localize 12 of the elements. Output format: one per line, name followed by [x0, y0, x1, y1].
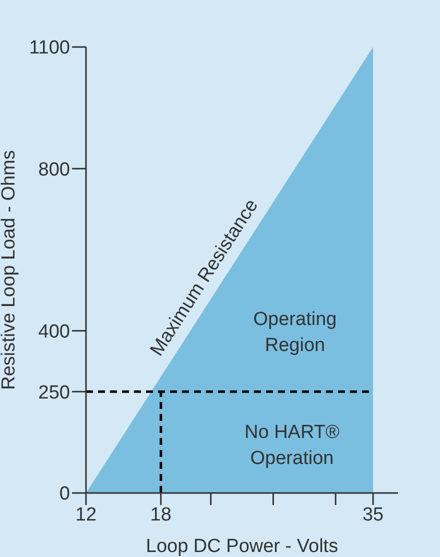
annotation: No HART® Operation [244, 421, 340, 471]
y-tick-label: 800 [38, 159, 70, 180]
x-tick-label: 35 [362, 504, 384, 526]
x-tick-label: 18 [150, 504, 172, 526]
x-axis-title: Loop DC Power - Volts [146, 536, 338, 557]
y-axis-title: Resistive Loop Load - Ohms [0, 150, 20, 390]
y-tick-label: 250 [38, 382, 70, 404]
y-tick-label: 0 [59, 484, 70, 505]
annotation: Operating Region [252, 308, 338, 358]
y-tick-label: 1100 [29, 38, 70, 59]
x-tick-label: 12 [75, 504, 97, 526]
y-tick-label: 400 [38, 322, 70, 343]
